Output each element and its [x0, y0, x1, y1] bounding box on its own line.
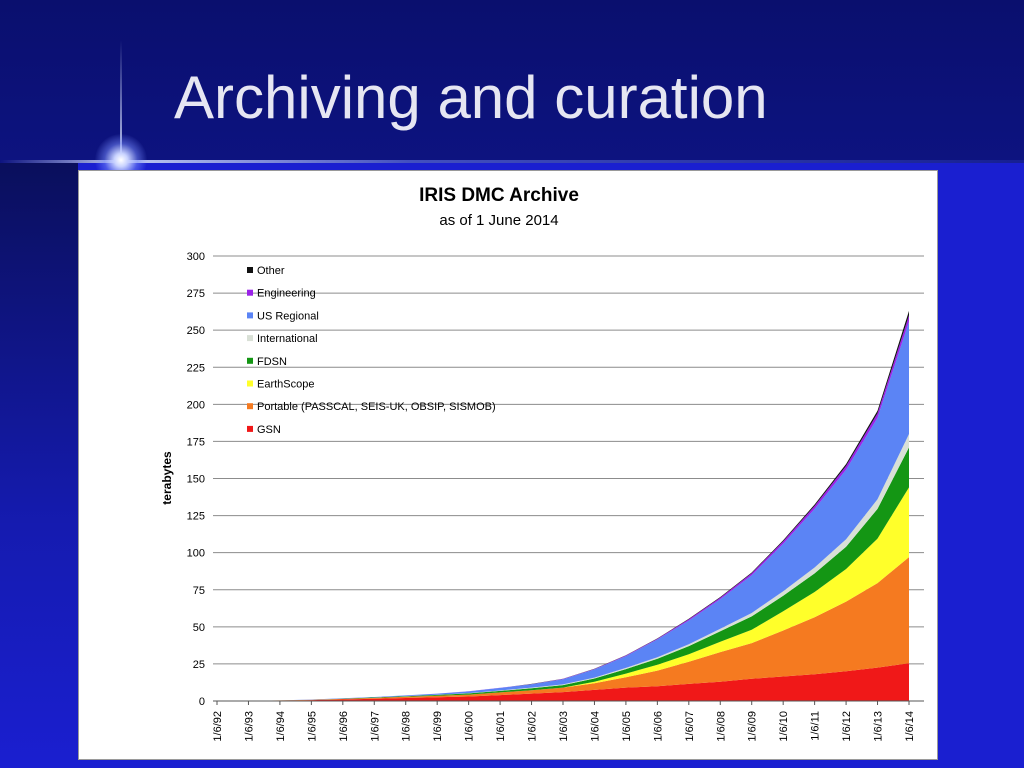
- vertical-accent-line: [120, 40, 122, 165]
- area-series-us-regional: [217, 321, 909, 701]
- area-series-earthscope: [217, 487, 909, 701]
- slide-header-band: [0, 0, 1024, 163]
- y-tick-label: 225: [187, 362, 205, 374]
- x-tick-label: 1/6/97: [369, 711, 381, 742]
- chart-subtitle: as of 1 June 2014: [439, 212, 558, 229]
- axis-layer: 0 25 50 75 100 125 150 175 200 225 250 275 300 1/6/92…: [187, 251, 924, 742]
- area-layer: [217, 310, 909, 701]
- y-tick-label: 300: [187, 251, 205, 263]
- area-series-portable-passcal-seis-uk-obsip-sismob: [217, 557, 909, 701]
- x-tick-label: 1/6/03: [558, 711, 570, 742]
- area-series-gsn: [217, 663, 909, 701]
- y-tick-label: 150: [187, 474, 205, 486]
- header-divider-line: [0, 160, 1024, 163]
- legend-swatch: [247, 289, 253, 296]
- y-tick-label: 275: [187, 288, 205, 300]
- legend-swatch: [247, 403, 253, 410]
- legend-label: Portable (PASSCAL, SEIS-UK, OBSIP, SISMO…: [257, 401, 496, 413]
- legend-swatch: [247, 267, 253, 273]
- chart-frame: IRIS DMC Archive as of 1 June 2014 terab…: [78, 170, 938, 760]
- x-tick-label: 1/6/94: [275, 711, 287, 742]
- x-tick-label: 1/6/10: [778, 711, 790, 742]
- x-tick-label: 1/6/11: [810, 711, 822, 741]
- legend-swatch: [247, 335, 253, 342]
- y-tick-label: 0: [199, 696, 205, 708]
- x-tick-label: 1/6/12: [841, 711, 853, 742]
- x-tick-label: 1/6/06: [652, 711, 664, 742]
- legend: Other Engineering US Regional International…: [247, 265, 496, 436]
- slide-left-band: [0, 163, 78, 768]
- x-tick-label: 1/6/02: [527, 711, 539, 742]
- legend-label: Engineering: [257, 288, 316, 300]
- y-tick-label: 250: [187, 325, 205, 337]
- y-tick-label: 100: [187, 548, 205, 560]
- x-tick-label: 1/6/08: [715, 711, 727, 742]
- y-axis-label: terabytes: [160, 451, 174, 505]
- legend-label: EarthScope: [257, 379, 314, 391]
- legend-swatch: [247, 357, 253, 364]
- x-tick-label: 1/6/95: [306, 711, 318, 742]
- x-tick-label: 1/6/09: [747, 711, 759, 742]
- y-tick-label: 200: [187, 399, 205, 411]
- legend-swatch: [247, 312, 253, 319]
- x-tick-label: 1/6/01: [495, 711, 507, 742]
- x-tick-label: 1/6/96: [338, 711, 350, 742]
- legend-label: US Regional: [257, 310, 319, 322]
- y-tick-label: 175: [187, 436, 205, 448]
- x-tick-label: 1/6/04: [589, 711, 601, 742]
- legend-label: GSN: [257, 424, 281, 436]
- chart-svg: IRIS DMC Archive as of 1 June 2014 terab…: [160, 185, 924, 742]
- legend-swatch: [247, 380, 253, 387]
- x-tick-label: 1/6/07: [684, 711, 696, 742]
- legend-swatch: [247, 425, 253, 432]
- x-tick-label: 1/6/92: [212, 711, 224, 742]
- x-tick-label: 1/6/99: [432, 711, 444, 742]
- y-tick-label: 125: [187, 511, 205, 523]
- legend-label: FDSN: [257, 356, 287, 368]
- x-tick-label: 1/6/13: [873, 711, 885, 742]
- y-tick-label: 75: [193, 585, 205, 597]
- chart-title: IRIS DMC Archive: [419, 185, 579, 206]
- x-tick-label: 1/6/14: [904, 711, 916, 742]
- x-tick-label: 1/6/00: [464, 711, 476, 742]
- x-tick-label: 1/6/05: [621, 711, 633, 742]
- y-tick-label: 25: [193, 659, 205, 671]
- legend-label: International: [257, 333, 318, 345]
- slide-title: Archiving and curation: [174, 64, 768, 131]
- legend-label: Other: [257, 265, 285, 277]
- x-tick-label: 1/6/93: [243, 711, 255, 742]
- x-tick-label: 1/6/98: [401, 711, 413, 742]
- y-tick-label: 50: [193, 622, 205, 634]
